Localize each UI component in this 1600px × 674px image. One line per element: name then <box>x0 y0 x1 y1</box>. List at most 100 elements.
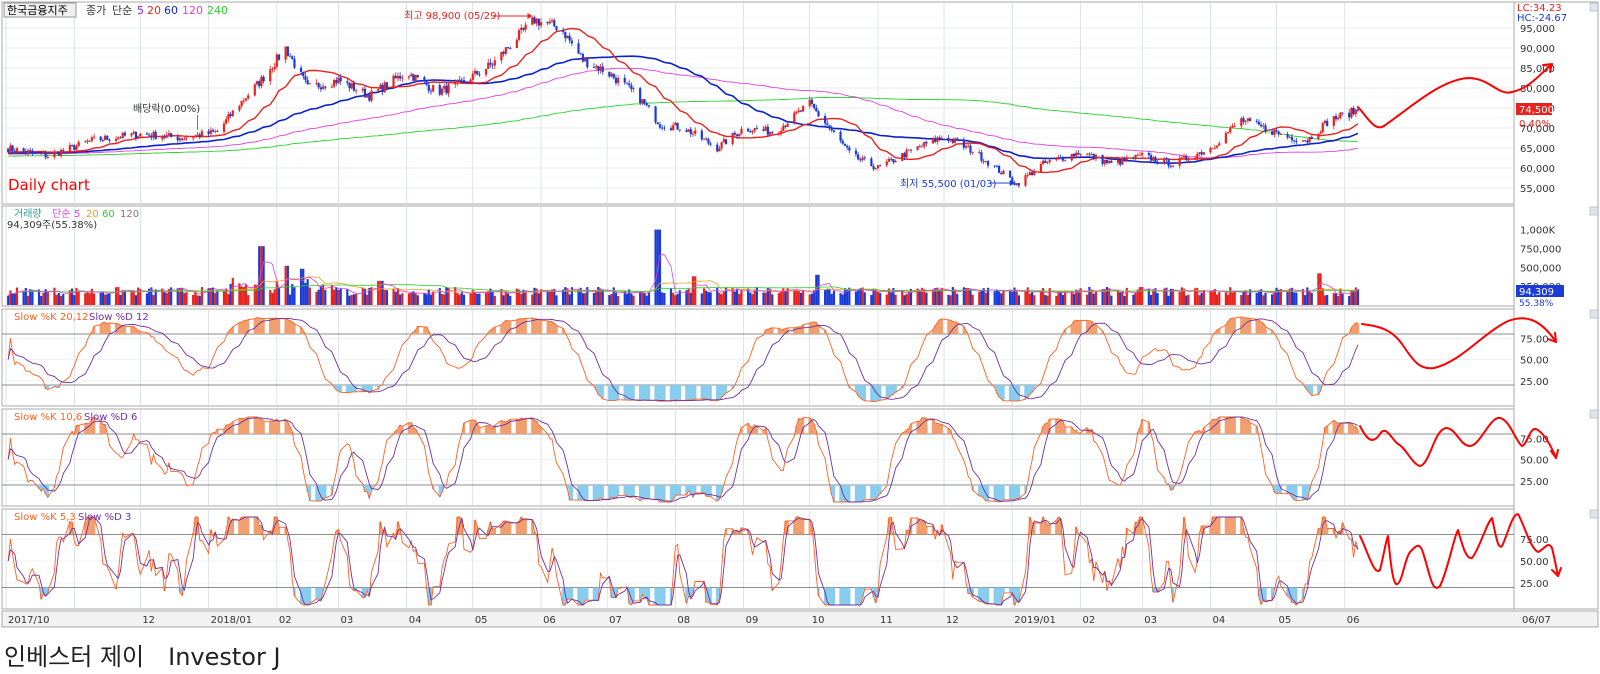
candle-body <box>324 86 327 88</box>
candle-body <box>876 165 880 169</box>
candle-body <box>749 131 752 133</box>
candle-body <box>244 98 248 101</box>
volume-bar <box>1149 294 1153 305</box>
volume-bar <box>863 292 866 305</box>
candle-body <box>1046 161 1049 163</box>
candle-body <box>15 148 19 152</box>
x-tick-label: 03 <box>1144 615 1157 626</box>
volume-bar <box>68 290 71 305</box>
volume-bar <box>1356 289 1360 305</box>
volume-bar <box>216 290 219 305</box>
candle-body <box>258 81 261 87</box>
volume-bar <box>460 291 463 305</box>
volume-bar <box>887 288 891 305</box>
candle-body <box>817 111 820 117</box>
volume-bar <box>73 295 76 305</box>
candle-body <box>647 105 651 107</box>
volume-bar <box>841 294 844 305</box>
volume-badge-box <box>1516 285 1564 297</box>
candle-body <box>1088 153 1091 155</box>
candle-body <box>940 137 943 139</box>
volume-bar <box>1116 290 1120 305</box>
candle-body <box>533 17 536 24</box>
candle-body <box>1110 160 1113 163</box>
volume-tick-label: 1,000K <box>1520 226 1556 237</box>
volume-bar <box>284 265 287 305</box>
volume-bar <box>674 295 677 305</box>
volume-bar <box>209 288 212 305</box>
volume-bar <box>240 286 243 305</box>
candle-body <box>26 150 30 154</box>
candle-body <box>332 79 336 87</box>
volume-bar <box>339 288 342 305</box>
volume-bar <box>106 294 109 305</box>
candle-body <box>824 116 827 124</box>
volume-bar <box>641 291 644 305</box>
volume-bar <box>59 295 63 305</box>
candle-body <box>779 130 783 133</box>
candle-body <box>1321 123 1324 133</box>
volume-bar <box>445 287 448 305</box>
candle-body <box>782 125 785 131</box>
volume-bar <box>427 289 430 305</box>
volume-bar <box>1279 289 1283 305</box>
volume-bar <box>1224 292 1227 305</box>
stock-name-box[interactable] <box>3 2 77 18</box>
volume-bar <box>740 290 743 305</box>
volume-bar <box>614 292 618 305</box>
candle-body <box>1094 154 1098 160</box>
candle-body <box>198 134 201 138</box>
volume-bar <box>938 290 941 305</box>
stoch-tick-label: 75.00 <box>1520 334 1549 345</box>
price-tick-label: 55,000 <box>1520 184 1555 195</box>
volume-bar <box>462 294 466 305</box>
candle-body <box>99 136 102 141</box>
candle-body <box>984 161 987 162</box>
volume-legend-60: 60 <box>102 209 115 220</box>
candle-body <box>738 133 741 137</box>
price-legend-60: 60 <box>164 4 178 17</box>
candle-body <box>1178 157 1181 166</box>
candle-body <box>740 128 743 134</box>
volume-bar <box>601 290 604 305</box>
volume-bar <box>535 288 538 305</box>
x-tick-label: 10 <box>812 615 825 626</box>
volume-bar <box>1044 294 1047 305</box>
stoch-d-line <box>7 516 1359 606</box>
candle-body <box>1028 172 1032 176</box>
volume-bar <box>1028 293 1032 305</box>
volume-bar <box>1138 287 1142 305</box>
candle-body <box>392 75 395 88</box>
candle-body <box>887 158 891 162</box>
volume-bar <box>931 289 935 305</box>
stock-chart: 75.00 50.00 25.00 75.00 50.00 25.00 75.00 50.00… <box>1 1 1599 628</box>
volume-bar <box>1057 291 1060 305</box>
volume-bar <box>839 293 842 305</box>
volume-bar <box>1244 290 1247 305</box>
candle-body <box>1257 121 1261 125</box>
volume-bar <box>984 292 987 305</box>
volume-bar <box>751 294 754 305</box>
volume-bar <box>1257 290 1261 305</box>
candle-body <box>346 81 349 83</box>
candle-body <box>1277 131 1280 135</box>
volume-bar <box>1277 289 1280 305</box>
candle-body <box>936 137 939 142</box>
candle-body <box>623 77 626 83</box>
candle-body <box>639 88 642 104</box>
volume-bar <box>764 292 767 305</box>
volume-bar <box>1169 288 1172 305</box>
volume-bar <box>1119 292 1122 305</box>
volume-bar <box>330 284 333 305</box>
volume-bar <box>610 293 613 305</box>
candle-body <box>581 54 585 62</box>
candle-body <box>610 73 613 77</box>
volume-bar <box>905 294 908 305</box>
price-tick-label: 60,000 <box>1520 164 1555 175</box>
candle-body <box>938 137 941 139</box>
candle-body <box>771 132 774 134</box>
stock-name[interactable]: 한국금융지주 <box>7 4 68 17</box>
candle-body <box>691 133 695 135</box>
candle-body <box>170 133 173 137</box>
candle-body <box>1286 134 1289 138</box>
